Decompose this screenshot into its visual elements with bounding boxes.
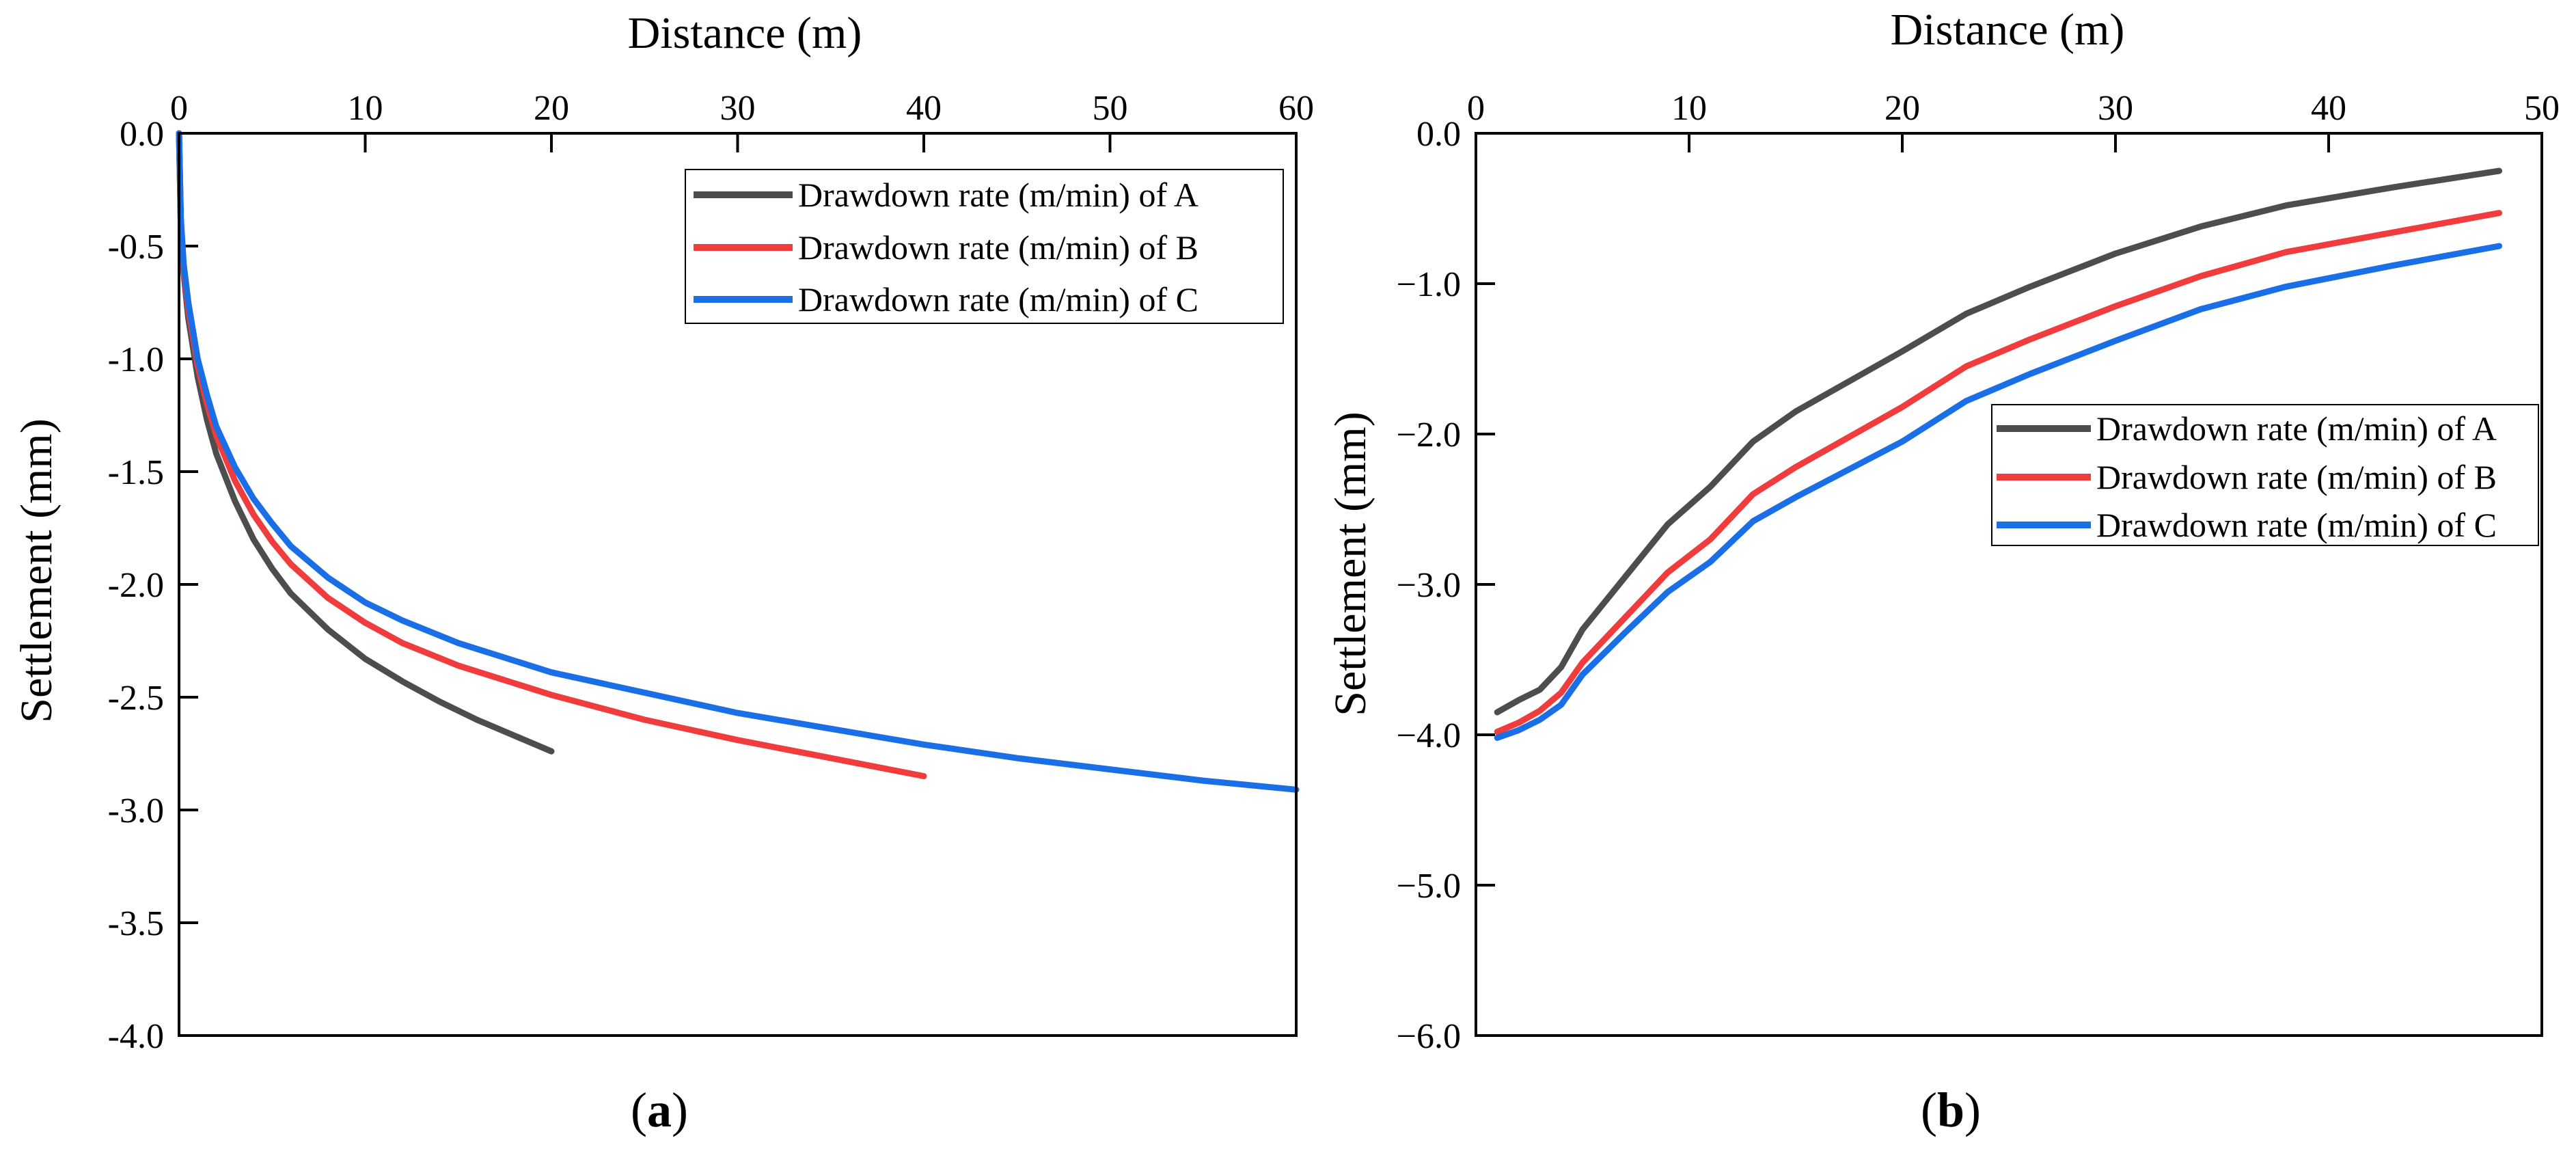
panel-a-y-ticks: 0.0 -0.5 -1.0 -1.5 -2.0 -2.5 -3.0 -3.5 -4.0 [108,115,198,1056]
panel-b-x-axis-title: Distance (m) [1891,5,2125,55]
panel-b-y-tick-label: −6.0 [1397,1017,1461,1056]
panel-a-y-tick-label: -4.0 [108,1017,164,1056]
panel-a-x-tick-label: 20 [534,89,569,128]
panel-a-x-tick-label: 60 [1278,89,1314,128]
panel-a-y-tick-label: -2.0 [108,566,164,605]
panel-a-series-line-a [176,130,555,755]
panel-b-series-line-c [1494,243,2503,741]
panel-b-y-tick-label: −3.0 [1397,566,1461,605]
panel-a-y-tick-label: -1.5 [108,453,164,492]
panel-a-y-tick-label: -3.5 [108,904,164,943]
panel-a-legend-label-b: Drawdown rate (m/min) of B [798,228,1198,267]
panel-b-x-tick-label: 0 [1467,89,1485,128]
panel-b-x-tick-label: 50 [2524,89,2560,128]
panel-a-y-axis-title: Settlement (mm) [12,418,61,722]
panel-b-y-tick-label: −2.0 [1397,416,1461,455]
panel-b-x-tick-label: 40 [2311,89,2346,128]
panel-a-caption: (a) [631,1083,688,1137]
panel-b-x-ticks: 0 10 20 30 40 50 [1467,89,2560,152]
panel-a-x-tick-label: 50 [1093,89,1128,128]
panel-b-y-tick-label: −4.0 [1397,716,1461,755]
panel-a-y-tick-label: -2.5 [108,679,164,718]
panel-b: Distance (m) Settlement (mm) 0 10 20 30 40 50… [1326,5,2560,1137]
panel-a-x-tick-label: 10 [348,89,383,128]
panel-a-plot-frame [178,132,1298,1037]
panel-a-series-line-c [176,130,1300,793]
panel-a-legend-label-c: Drawdown rate (m/min) of C [798,280,1198,319]
panel-b-legend-label-b: Drawdown rate (m/min) of B [2096,458,2497,496]
panel-b-caption: (b) [1921,1083,1981,1137]
panel-b-y-tick-label: −5.0 [1397,867,1461,906]
panel-a-y-tick-label: -3.0 [108,792,164,830]
panel-b-y-ticks: 0.0 −1.0 −2.0 −3.0 −4.0 −5.0 −6.0 [1397,115,1495,1056]
panel-b-series-line-a [1494,167,2503,716]
panel-a-legend: Drawdown rate (m/min) of A Drawdown rate… [685,169,1284,324]
panel-b-legend-label-c: Drawdown rate (m/min) of C [2096,506,2497,544]
panel-b-x-tick-label: 10 [1671,89,1707,128]
panel-a-y-tick-label: -0.5 [108,228,164,267]
panel-b-plot-frame [1475,132,2543,1037]
panel-b-series-line-b [1494,210,2503,735]
panel-b-y-axis-title: Settlement (mm) [1326,411,1375,716]
panel-a-x-tick-label: 0 [170,89,188,128]
panel-b-series [1494,167,2503,741]
panel-a-x-ticks: 0 10 20 30 40 50 60 [170,89,1314,152]
panel-b-legend: Drawdown rate (m/min) of A Drawdown rate… [1991,404,2539,546]
panel-a-x-tick-label: 40 [906,89,942,128]
panel-a-y-tick-label: -1.0 [108,340,164,379]
panel-b-legend-label-a: Drawdown rate (m/min) of A [2096,409,2497,448]
panel-a-series [176,130,1300,793]
panel-a-x-tick-label: 30 [720,89,756,128]
panel-b-x-tick-label: 30 [2098,89,2133,128]
panel-b-y-tick-label: −1.0 [1397,265,1461,304]
panel-a-x-axis-title: Distance (m) [628,8,862,58]
panel-b-x-tick-label: 20 [1885,89,1920,128]
panel-b-y-tick-label: 0.0 [1416,115,1461,154]
panel-a-y-tick-label: 0.0 [120,115,164,154]
panel-a: Distance (m) Settlement (mm) 0 10 20 30 40 50… [12,8,1314,1137]
panel-a-legend-label-a: Drawdown rate (m/min) of A [798,176,1198,214]
